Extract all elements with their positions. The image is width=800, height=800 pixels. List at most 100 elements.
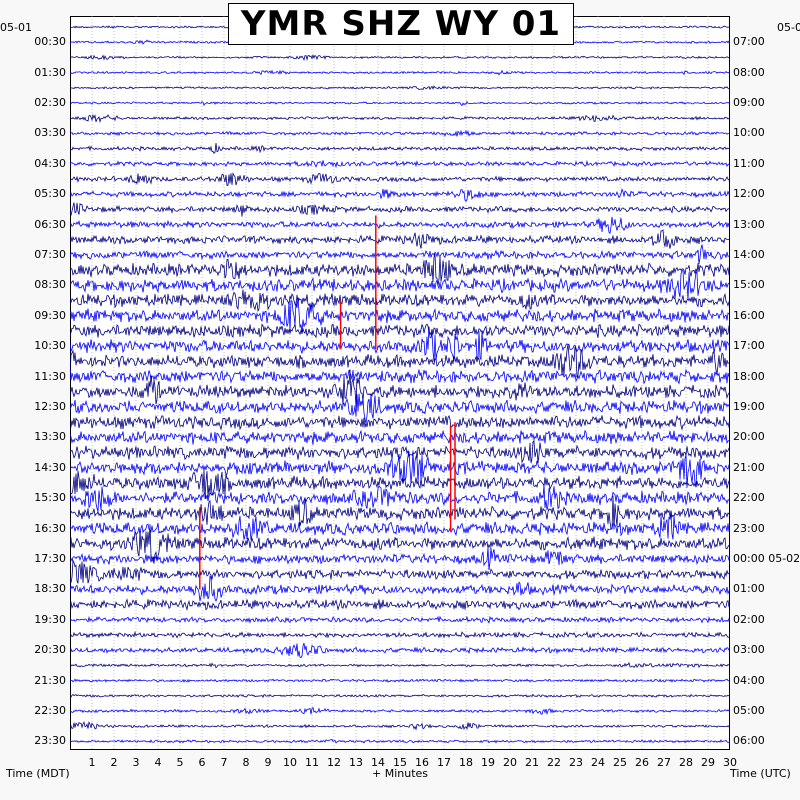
left-time-label: 21:30 bbox=[34, 673, 66, 687]
trace-row-18 bbox=[70, 289, 730, 313]
left-time-label: 20:30 bbox=[34, 643, 66, 657]
x-tick-label: 1 bbox=[88, 756, 96, 769]
left-time-label: 03:30 bbox=[34, 126, 66, 140]
x-tick-label: 14 bbox=[371, 756, 385, 769]
seismogram-traces bbox=[70, 16, 730, 750]
left-corner-date: 05-01 bbox=[0, 21, 32, 34]
left-time-label: 23:30 bbox=[34, 734, 66, 748]
trace-row-27 bbox=[70, 429, 730, 445]
right-time-label: 10:00 bbox=[733, 126, 765, 140]
trace-row-23 bbox=[70, 368, 730, 385]
trace-row-15 bbox=[70, 244, 730, 264]
right-corner-date: 05-0 bbox=[777, 21, 800, 34]
trace-row-8 bbox=[70, 143, 730, 154]
x-axis-title: + Minutes bbox=[372, 767, 429, 780]
left-time-label: 11:30 bbox=[34, 369, 66, 383]
trace-row-13 bbox=[70, 216, 730, 235]
right-axis-title: Time (UTC) bbox=[730, 767, 791, 780]
trace-row-30 bbox=[70, 469, 730, 499]
trace-row-20 bbox=[70, 323, 730, 339]
x-tick-label: 20 bbox=[503, 756, 517, 769]
trace-row-25 bbox=[70, 393, 730, 424]
left-time-label: 14:30 bbox=[34, 460, 66, 474]
x-tick-label: 6 bbox=[198, 756, 206, 769]
x-tick-label: 17 bbox=[437, 756, 451, 769]
x-tick-label: 9 bbox=[264, 756, 272, 769]
right-time-label: 07:00 bbox=[733, 35, 765, 49]
x-tick-label: 7 bbox=[220, 756, 228, 769]
trace-row-9 bbox=[70, 159, 730, 169]
left-time-label: 17:30 bbox=[34, 552, 66, 565]
trace-row-42 bbox=[70, 661, 730, 669]
left-time-label: 12:30 bbox=[34, 400, 66, 413]
trace-row-19 bbox=[70, 297, 730, 333]
left-time-label: 15:30 bbox=[34, 491, 66, 505]
left-time-label: 13:30 bbox=[34, 430, 66, 444]
left-time-label: 08:30 bbox=[34, 278, 66, 292]
trace-row-21 bbox=[70, 326, 730, 362]
right-time-label: 06:00 bbox=[733, 734, 765, 748]
x-tick-label: 19 bbox=[481, 756, 495, 769]
right-time-label: 08:00 bbox=[733, 65, 765, 79]
trace-row-12 bbox=[70, 202, 730, 217]
x-tick-label: 4 bbox=[154, 756, 162, 769]
right-time-label: 04:00 bbox=[733, 673, 765, 687]
left-time-label: 00:30 bbox=[34, 35, 66, 49]
right-time-label: 02:00 bbox=[733, 612, 765, 626]
right-time-label: 03:00 bbox=[733, 643, 765, 657]
left-time-label: 09:30 bbox=[34, 308, 66, 322]
left-time-label: 06:30 bbox=[34, 217, 66, 231]
trace-row-38 bbox=[70, 598, 730, 611]
trace-row-33 bbox=[70, 514, 730, 541]
trace-row-31 bbox=[70, 484, 730, 512]
x-tick-label: 11 bbox=[305, 756, 319, 769]
trace-row-10 bbox=[70, 172, 730, 186]
x-tick-label: 12 bbox=[327, 756, 341, 769]
x-tick-label: 21 bbox=[525, 756, 539, 769]
x-tick-label: 28 bbox=[679, 756, 693, 769]
x-tick-label: 15 bbox=[393, 756, 407, 769]
right-time-label: 11:00 bbox=[733, 156, 765, 170]
x-tick-label: 26 bbox=[635, 756, 649, 769]
chart-title: YMR SHZ WY 01 bbox=[240, 4, 562, 44]
right-time-label: 23:00 bbox=[733, 521, 765, 535]
right-time-label: 20:00 bbox=[733, 430, 765, 444]
trace-row-45 bbox=[70, 706, 730, 716]
x-tick-label: 16 bbox=[415, 756, 429, 769]
x-tick-label: 10 bbox=[283, 756, 297, 769]
right-time-label: 18:00 bbox=[733, 369, 765, 383]
trace-row-47 bbox=[70, 738, 730, 744]
x-tick-label: 5 bbox=[176, 756, 184, 769]
x-tick-label: 30 bbox=[723, 756, 737, 769]
trace-row-4 bbox=[70, 85, 730, 91]
right-time-label: 14:00 bbox=[733, 248, 765, 261]
x-tick-label: 27 bbox=[657, 756, 671, 769]
trace-row-11 bbox=[70, 187, 730, 202]
trace-row-24 bbox=[70, 369, 730, 407]
left-time-label: 10:30 bbox=[34, 339, 66, 353]
x-tick-label: 25 bbox=[613, 756, 627, 769]
x-tick-label: 23 bbox=[569, 756, 583, 769]
left-time-label: 16:30 bbox=[34, 521, 66, 535]
trace-row-14 bbox=[70, 229, 730, 249]
trace-row-37 bbox=[70, 575, 730, 603]
x-tick-label: 8 bbox=[242, 756, 250, 769]
right-time-label: 13:00 bbox=[733, 217, 765, 231]
right-time-label: 15:00 bbox=[733, 278, 765, 292]
left-time-label: 07:30 bbox=[34, 248, 66, 261]
left-time-label: 05:30 bbox=[34, 187, 66, 201]
trace-row-29 bbox=[70, 450, 730, 488]
chart-title-box: YMR SHZ WY 01 bbox=[228, 3, 574, 45]
right-time-label: 01:00 bbox=[733, 582, 765, 596]
trace-row-36 bbox=[70, 559, 730, 584]
right-time-label: 21:00 bbox=[733, 460, 765, 474]
left-axis-title: Time (MDT) bbox=[6, 767, 70, 780]
right-time-label: 09:00 bbox=[733, 96, 765, 109]
right-time-label: 12:00 bbox=[733, 187, 765, 201]
trace-row-5 bbox=[70, 100, 730, 107]
x-tick-label: 2 bbox=[110, 756, 118, 769]
trace-row-40 bbox=[70, 630, 730, 639]
x-tick-label: 13 bbox=[349, 756, 363, 769]
trace-row-17 bbox=[70, 269, 730, 301]
trace-row-44 bbox=[70, 693, 730, 699]
